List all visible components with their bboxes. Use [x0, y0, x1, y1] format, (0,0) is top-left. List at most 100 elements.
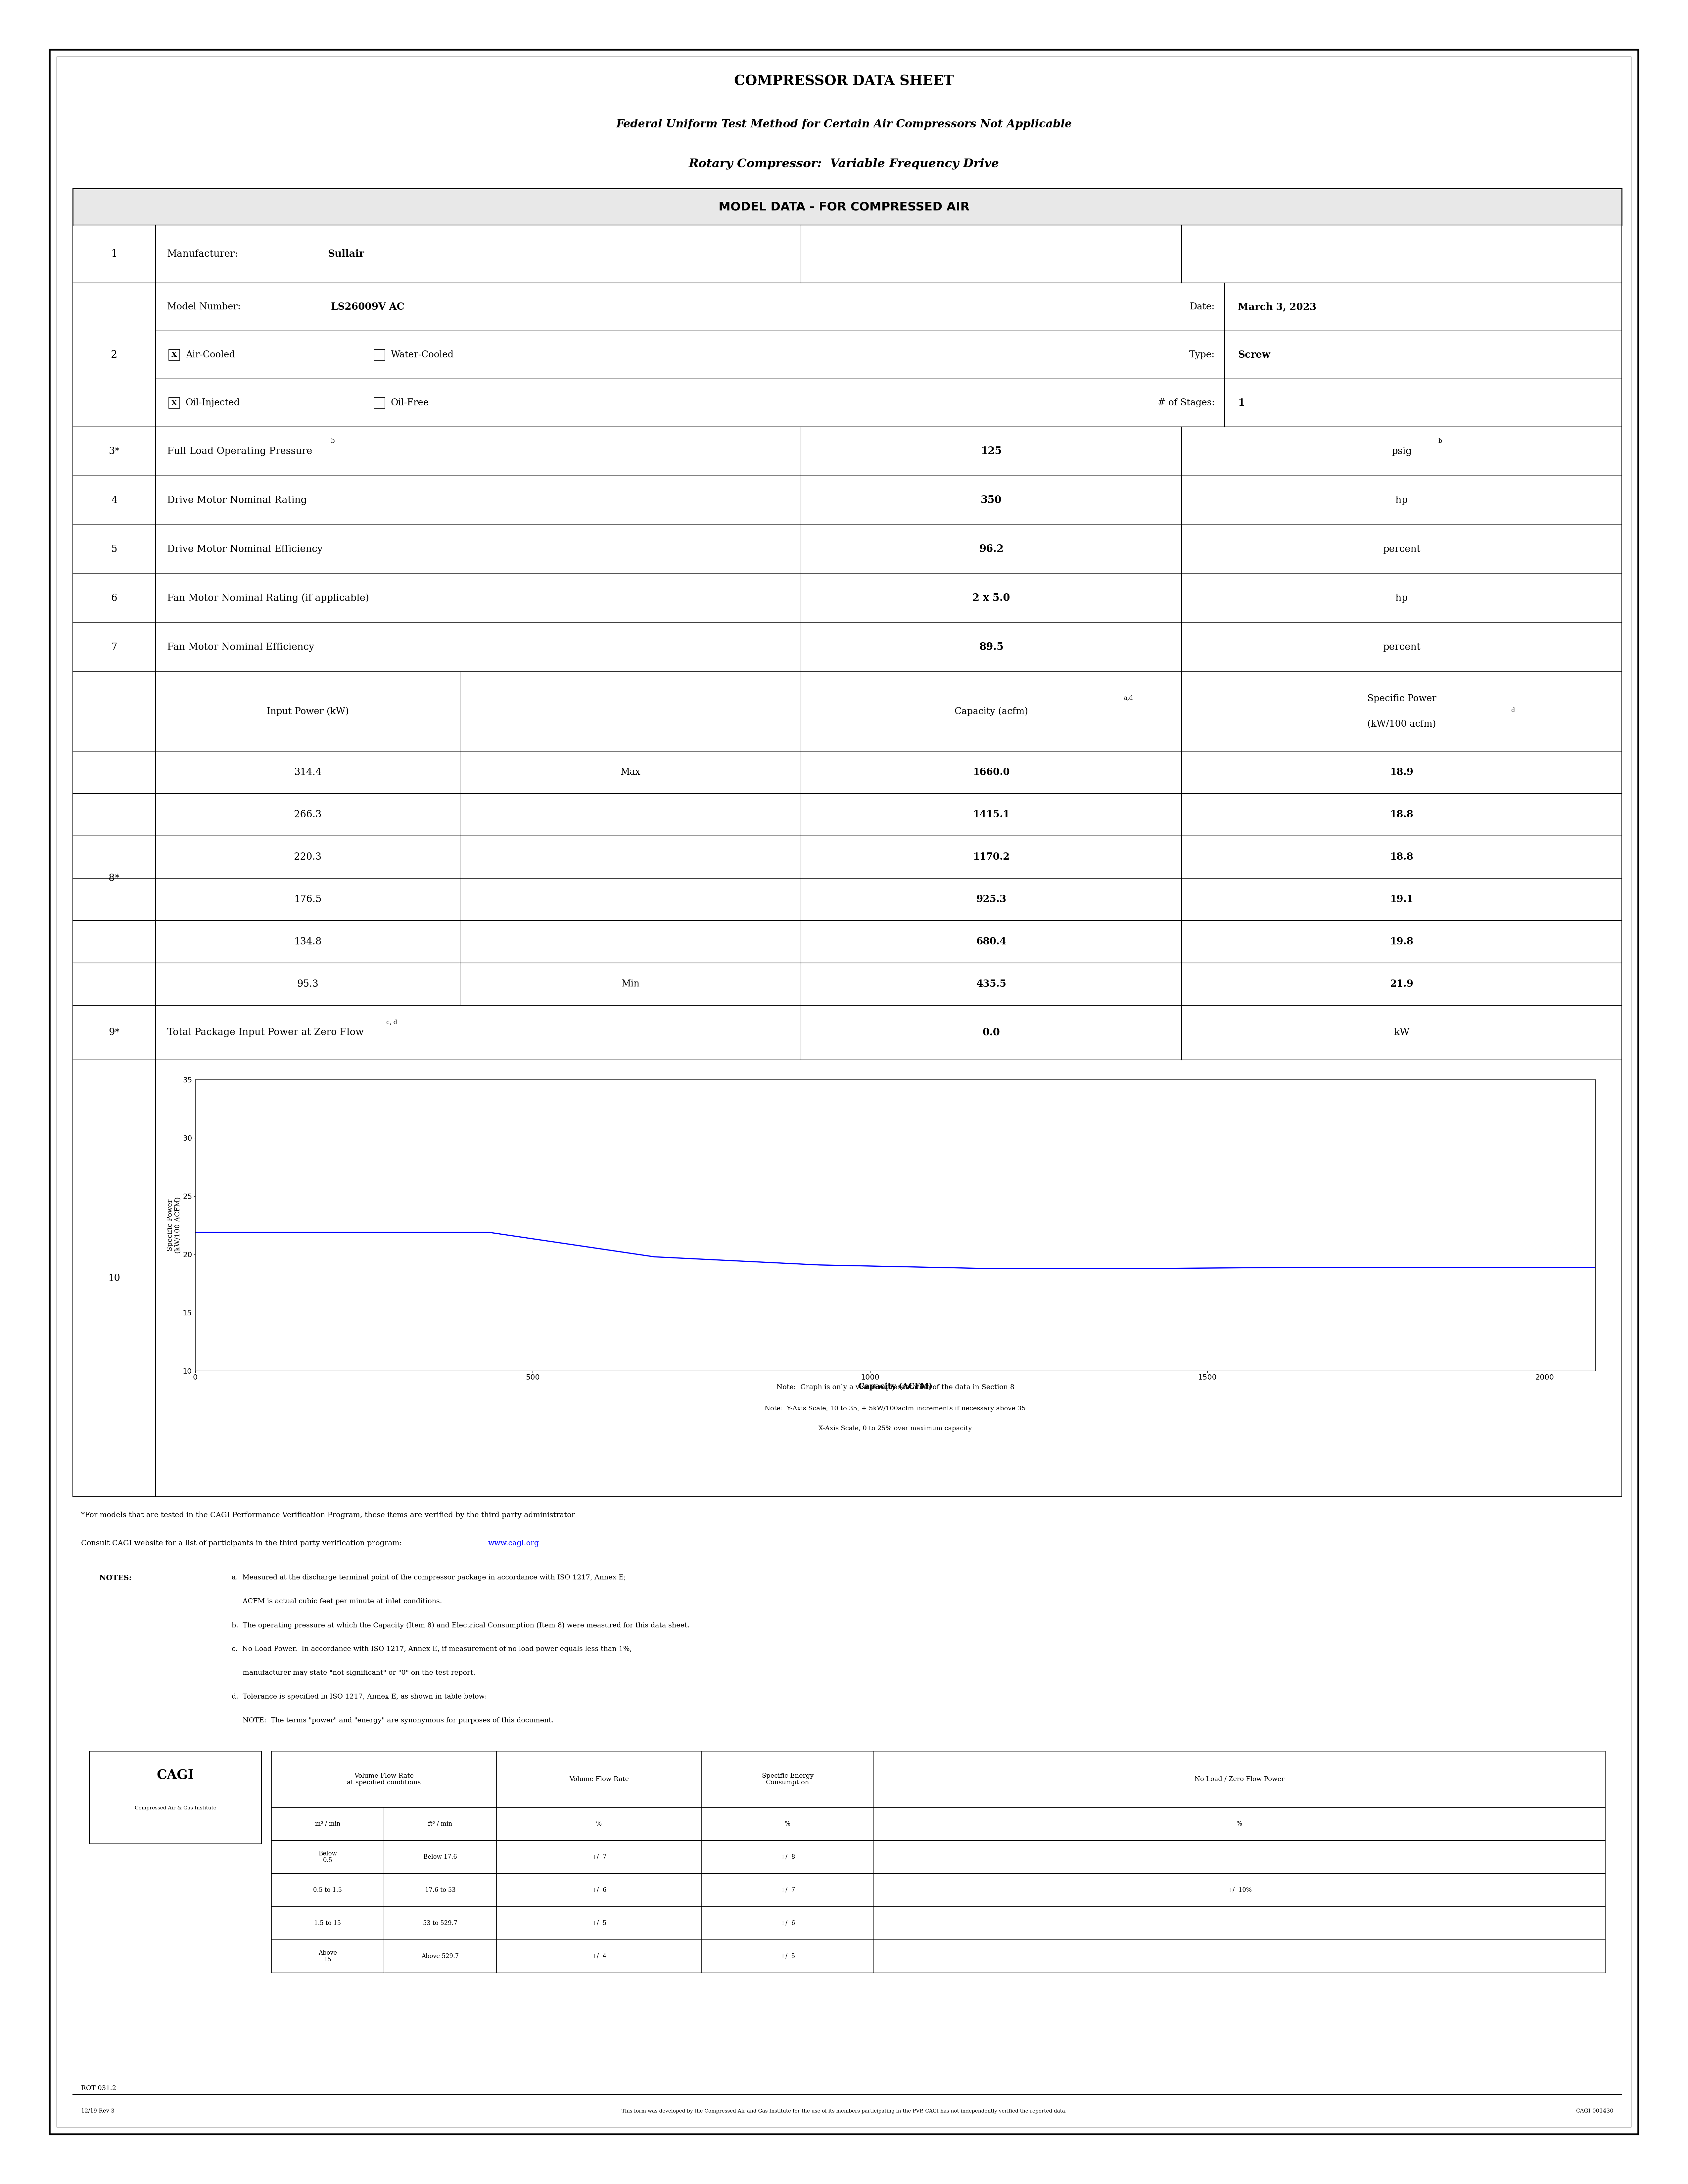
Text: 95.3: 95.3 [297, 978, 319, 989]
Text: %: % [785, 1821, 790, 1828]
Bar [375, 397, 385, 408]
Text: hp: hp [1396, 594, 1408, 603]
Text: Water-Cooled: Water-Cooled [392, 349, 454, 360]
Text: (kW/100 acfm): (kW/100 acfm) [1367, 719, 1436, 729]
Text: a,d: a,d [1124, 695, 1133, 701]
Text: Full Load Operating Pressure: Full Load Operating Pressure [167, 448, 312, 456]
Text: +/- 6: +/- 6 [592, 1887, 606, 1894]
Text: 266.3: 266.3 [294, 810, 322, 819]
Text: NOTE:  The terms "power" and "energy" are synonymous for purposes of this docume: NOTE: The terms "power" and "energy" are… [231, 1717, 554, 1723]
Text: 18.8: 18.8 [1389, 810, 1413, 819]
Text: 2: 2 [111, 349, 118, 360]
Text: Federal Uniform Test Method for Certain Air Compressors Not Applicable: Federal Uniform Test Method for Certain … [616, 118, 1072, 129]
Text: hp: hp [1396, 496, 1408, 505]
Text: Max: Max [621, 769, 640, 778]
Text: Rotary Compressor:  Variable Frequency Drive: Rotary Compressor: Variable Frequency Dr… [689, 157, 999, 170]
Text: X: X [172, 400, 177, 406]
Y-axis label: Specific Power
(kW/100 ACFM): Specific Power (kW/100 ACFM) [167, 1197, 181, 1254]
Text: %: % [1237, 1821, 1242, 1828]
Text: +/- 5: +/- 5 [592, 1920, 606, 1926]
Text: 4: 4 [111, 496, 116, 505]
Text: 9*: 9* [108, 1029, 120, 1037]
Text: manufacturer may state "not significant" or "0" on the test report.: manufacturer may state "not significant"… [231, 1671, 476, 1675]
Text: 176.5: 176.5 [294, 895, 322, 904]
Text: +/- 6: +/- 6 [780, 1920, 795, 1926]
Text: Input Power (kW): Input Power (kW) [267, 708, 349, 716]
Text: 3*: 3* [108, 448, 120, 456]
Text: Drive Motor Nominal Efficiency: Drive Motor Nominal Efficiency [167, 544, 322, 555]
Text: Model Number:: Model Number: [167, 301, 241, 312]
Bar [169, 397, 179, 408]
Text: Screw: Screw [1237, 349, 1271, 360]
Text: CAGI: CAGI [157, 1769, 194, 1782]
Text: Specific Energy
Consumption: Specific Energy Consumption [761, 1773, 814, 1787]
Text: Oil-Free: Oil-Free [392, 397, 429, 408]
Text: +/- 10%: +/- 10% [1227, 1887, 1251, 1894]
Text: d: d [1511, 708, 1514, 714]
Text: COMPRESSOR DATA SHEET: COMPRESSOR DATA SHEET [734, 74, 954, 87]
Text: b.  The operating pressure at which the Capacity (Item 8) and Electrical Consump: b. The operating pressure at which the C… [231, 1623, 690, 1629]
Text: Type:: Type: [1188, 349, 1215, 360]
Text: +/- 4: +/- 4 [592, 1952, 606, 1959]
Text: 5: 5 [111, 544, 116, 555]
Text: 350: 350 [981, 496, 1001, 505]
Text: 220.3: 220.3 [294, 852, 322, 863]
Bar [375, 349, 385, 360]
Text: Capacity (acfm): Capacity (acfm) [954, 708, 1028, 716]
Text: 18.8: 18.8 [1389, 852, 1413, 863]
Text: LS26009V AC: LS26009V AC [331, 301, 405, 312]
Text: c.  No Load Power.  In accordance with ISO 1217, Annex E, if measurement of no l: c. No Load Power. In accordance with ISO… [231, 1647, 631, 1653]
Text: b: b [1438, 439, 1442, 443]
Text: 12/19 Rev 3: 12/19 Rev 3 [81, 2108, 115, 2114]
Text: Below
0.5: Below 0.5 [319, 1850, 338, 1863]
Text: 96.2: 96.2 [979, 544, 1004, 555]
Text: Air-Cooled: Air-Cooled [186, 349, 235, 360]
Text: Note:  Y-Axis Scale, 10 to 35, + 5kW/100acfm increments if necessary above 35: Note: Y-Axis Scale, 10 to 35, + 5kW/100a… [765, 1406, 1026, 1411]
Text: 10: 10 [108, 1273, 120, 1282]
Text: 1: 1 [111, 249, 118, 260]
Text: a.  Measured at the discharge terminal point of the compressor package in accord: a. Measured at the discharge terminal po… [231, 1575, 626, 1581]
Text: d.  Tolerance is specified in ISO 1217, Annex E, as shown in table below:: d. Tolerance is specified in ISO 1217, A… [231, 1693, 488, 1699]
Text: 1415.1: 1415.1 [972, 810, 1009, 819]
Text: NOTES:: NOTES: [100, 1575, 132, 1581]
Text: www.cagi.org: www.cagi.org [488, 1540, 538, 1546]
Text: 17.6 to 53: 17.6 to 53 [425, 1887, 456, 1894]
Text: CAGI-001430: CAGI-001430 [1577, 2108, 1614, 2114]
Text: Date:: Date: [1190, 301, 1215, 312]
Text: 19.1: 19.1 [1389, 895, 1413, 904]
Text: Fan Motor Nominal Efficiency: Fan Motor Nominal Efficiency [167, 642, 314, 651]
Text: Fan Motor Nominal Rating (if applicable): Fan Motor Nominal Rating (if applicable) [167, 594, 370, 603]
Text: percent: percent [1382, 642, 1421, 651]
Text: Manufacturer:: Manufacturer: [167, 249, 238, 258]
Text: +/- 5: +/- 5 [780, 1952, 795, 1959]
Text: 1660.0: 1660.0 [972, 767, 1009, 778]
X-axis label: Capacity (ACFM): Capacity (ACFM) [858, 1382, 932, 1391]
Text: 680.4: 680.4 [976, 937, 1006, 946]
Text: No Load / Zero Flow Power: No Load / Zero Flow Power [1195, 1776, 1285, 1782]
Text: 0.0: 0.0 [982, 1026, 999, 1037]
Text: +/- 7: +/- 7 [780, 1887, 795, 1894]
Text: 18.9: 18.9 [1389, 767, 1413, 778]
Text: Volume Flow Rate: Volume Flow Rate [569, 1776, 630, 1782]
Text: Min: Min [621, 981, 640, 989]
Text: Above
15: Above 15 [319, 1950, 338, 1963]
Text: X-Axis Scale, 0 to 25% over maximum capacity: X-Axis Scale, 0 to 25% over maximum capa… [819, 1426, 972, 1431]
Text: 1170.2: 1170.2 [972, 852, 1009, 863]
Text: Sullair: Sullair [327, 249, 365, 258]
Text: psig: psig [1391, 448, 1411, 456]
Text: c, d: c, d [387, 1020, 397, 1024]
Text: b: b [331, 439, 334, 443]
Text: ft³ / min: ft³ / min [429, 1821, 452, 1828]
Text: 314.4: 314.4 [294, 769, 322, 778]
Text: 925.3: 925.3 [976, 895, 1006, 904]
Text: +/- 7: +/- 7 [592, 1854, 606, 1861]
Text: 0.5 to 1.5: 0.5 to 1.5 [314, 1887, 343, 1894]
Text: 435.5: 435.5 [976, 978, 1006, 989]
Text: Above 529.7: Above 529.7 [422, 1952, 459, 1959]
Text: Compressed Air & Gas Institute: Compressed Air & Gas Institute [135, 1806, 216, 1811]
Text: 53 to 529.7: 53 to 529.7 [424, 1920, 457, 1926]
Text: Oil-Injected: Oil-Injected [186, 397, 240, 408]
Text: 2 x 5.0: 2 x 5.0 [972, 594, 1009, 603]
Text: # of Stages:: # of Stages: [1158, 397, 1215, 408]
Text: 125: 125 [981, 446, 1001, 456]
